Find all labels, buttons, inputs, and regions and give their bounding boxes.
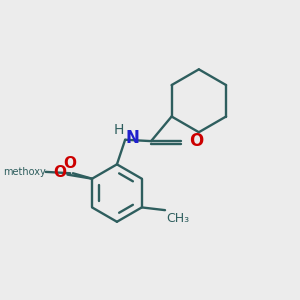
Text: H: H [113, 123, 124, 137]
Text: CH₃: CH₃ [167, 212, 190, 224]
Text: O: O [64, 156, 77, 171]
Text: methoxy: methoxy [3, 167, 46, 177]
Text: O: O [53, 165, 66, 180]
Text: N: N [126, 129, 140, 147]
Text: O: O [189, 132, 203, 150]
